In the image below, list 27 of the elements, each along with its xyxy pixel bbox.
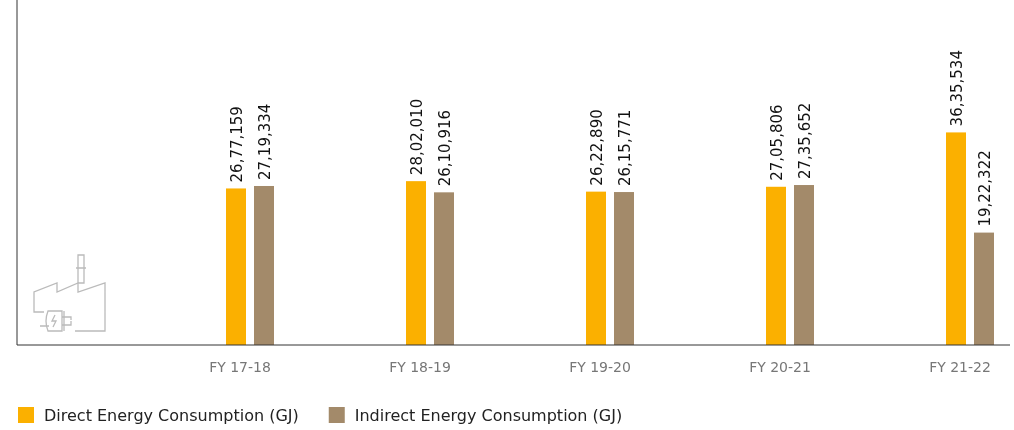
- data-label: 27,35,652: [796, 102, 814, 180]
- legend-label: Direct Energy Consumption (GJ): [44, 406, 299, 425]
- bar: [974, 232, 994, 345]
- data-label: 26,15,771: [616, 109, 634, 187]
- x-tick-label: FY 20-21: [749, 359, 811, 375]
- data-label: 36,35,534: [948, 50, 966, 127]
- bar: [766, 186, 786, 345]
- bar: [406, 181, 426, 345]
- x-tick-label: FY 18-19: [389, 359, 451, 375]
- data-label: 26,77,159: [228, 106, 246, 183]
- data-label: 27,19,334: [256, 103, 274, 180]
- bar: [946, 132, 966, 345]
- bar: [794, 185, 814, 345]
- x-tick-label: FY 21-22: [929, 359, 991, 375]
- data-label: 28,02,010: [408, 98, 426, 176]
- x-tick-label: FY 19-20: [569, 359, 631, 375]
- legend-label: Indirect Energy Consumption (GJ): [354, 406, 623, 425]
- data-label: 19,22,322: [976, 150, 994, 227]
- bar: [226, 188, 246, 345]
- bar: [254, 185, 274, 345]
- data-label: 26,10,916: [436, 109, 454, 187]
- bar: [614, 192, 634, 345]
- data-label: 26,22,890: [588, 109, 606, 186]
- x-tick-label: FY 17-18: [209, 359, 271, 375]
- bar: [434, 192, 454, 345]
- data-label: 27,05,806: [768, 104, 786, 181]
- bar: [586, 191, 606, 345]
